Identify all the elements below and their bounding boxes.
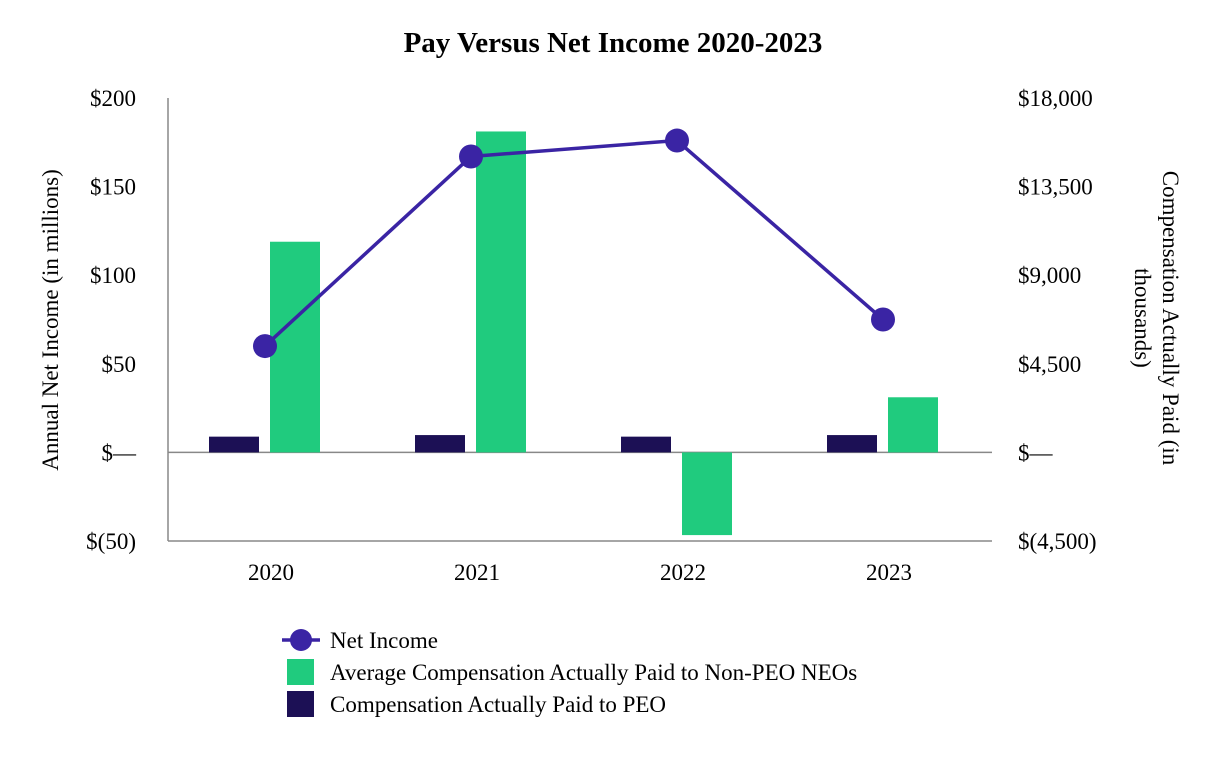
bar-peo-2022: [621, 436, 671, 453]
legend-label: Net Income: [330, 628, 438, 653]
y-tick-label-right: $9,000: [1018, 263, 1081, 288]
net-income-path: [263, 138, 885, 348]
y-tick-label-left: $150: [90, 175, 136, 200]
x-tick-label: 2023: [866, 560, 912, 585]
y-tick-label-left: $100: [90, 263, 136, 288]
axes: $200 $150 $100 $50 $— $(50) $18,000 $13,500 $9,0…: [86, 86, 1096, 585]
net-income-point-2021: [459, 144, 483, 169]
bars: [209, 131, 938, 536]
x-tick-label: 2022: [660, 560, 706, 585]
bar-peo-2020: [209, 436, 259, 453]
chart-title: Pay Versus Net Income 2020-2023: [404, 27, 823, 59]
legend: Net Income Average Compensation Actually …: [282, 628, 857, 717]
bar-non-peo-2021: [476, 131, 526, 453]
y-tick-label-right: $4,500: [1018, 352, 1081, 377]
x-tick-label: 2021: [454, 560, 500, 585]
legend-marker-swatch: [290, 629, 312, 651]
y-tick-label-left: $—: [102, 440, 138, 465]
y-axis-left-title: Annual Net Income (in millions): [38, 169, 63, 471]
y-tick-label-right: $(4,500): [1018, 529, 1097, 554]
net-income-point-2023: [871, 307, 895, 332]
y-tick-label-left: $50: [102, 352, 137, 377]
bar-non-peo-2022: [682, 452, 732, 536]
bar-peo-2021: [415, 435, 465, 453]
y-tick-label-left: $(50): [86, 529, 136, 554]
legend-label: Average Compensation Actually Paid to No…: [330, 660, 857, 685]
y-axis-right-title-line: thousands): [1130, 268, 1155, 368]
y-axis-right-title-line: Compensation Actually Paid (in: [1158, 171, 1183, 466]
y-tick-label-right: $13,500: [1018, 175, 1093, 200]
x-tick-label: 2020: [248, 560, 294, 585]
bar-non-peo-2023: [888, 397, 938, 453]
bar-non-peo-2020: [270, 241, 320, 453]
net-income-point-2022: [665, 128, 689, 153]
legend-label: Compensation Actually Paid to PEO: [330, 692, 666, 717]
legend-bar-swatch: [287, 691, 314, 717]
y-tick-label-left: $200: [90, 86, 136, 111]
legend-bar-swatch: [287, 659, 314, 685]
y-tick-label-right: $18,000: [1018, 86, 1093, 111]
bar-peo-2023: [827, 435, 877, 453]
net-income-point-2020: [253, 334, 277, 359]
y-tick-label-right: $—: [1018, 440, 1054, 465]
net-income-line: [253, 128, 895, 359]
